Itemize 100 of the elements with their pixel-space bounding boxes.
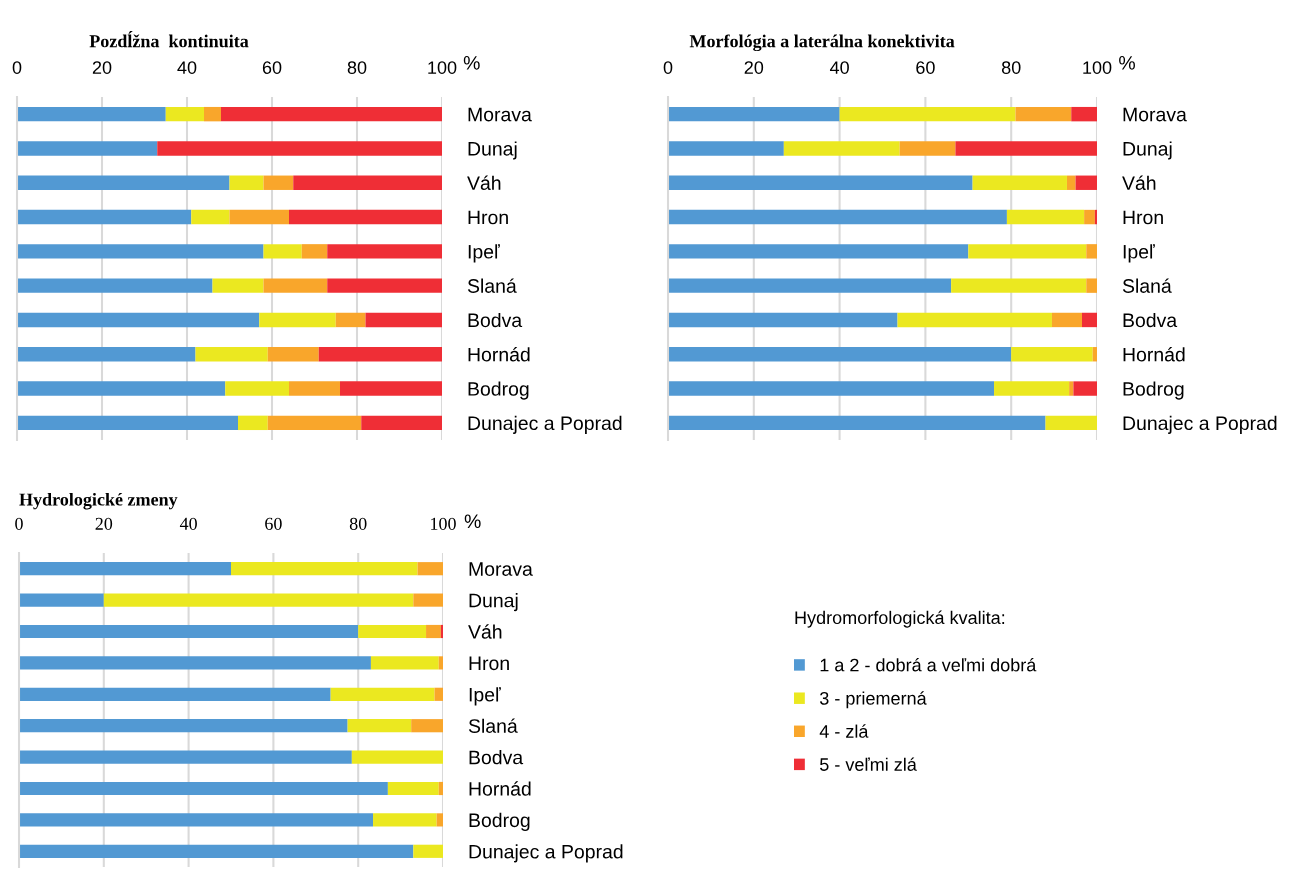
bar xyxy=(263,244,302,259)
bar xyxy=(365,312,442,328)
legend-label: 4 - zlá xyxy=(819,724,869,738)
y-tick-label: Dunajec a Poprad xyxy=(468,415,622,434)
bar xyxy=(165,106,204,122)
bar xyxy=(231,562,418,576)
chart-title: Pozdĺžna kontinuita xyxy=(89,30,249,48)
x-axis-title: % xyxy=(464,514,481,528)
bar xyxy=(1006,209,1085,225)
y-tick-label: Slaná xyxy=(467,278,517,293)
x-tick-label: 60 xyxy=(265,517,282,530)
bar xyxy=(340,381,442,396)
y-tick-label: Ipeľ xyxy=(468,244,500,263)
x-tick-label: 60 xyxy=(262,61,282,74)
bar xyxy=(157,141,442,156)
x-tick-label: 60 xyxy=(916,61,935,74)
y-tick-label: Bodrog xyxy=(468,381,529,400)
bar xyxy=(1011,347,1093,362)
bar xyxy=(1066,175,1076,190)
x-tick-label: 0 xyxy=(15,517,23,530)
bar xyxy=(438,781,443,796)
chart-title: Morfológia a laterálna konektivita xyxy=(689,34,955,52)
bar xyxy=(668,415,1046,431)
x-tick-label: 20 xyxy=(92,61,112,74)
bar xyxy=(897,312,1052,328)
bar xyxy=(438,656,443,670)
bar xyxy=(783,141,900,156)
bar xyxy=(668,175,973,190)
bar xyxy=(327,244,442,259)
bar xyxy=(19,624,359,639)
bar xyxy=(195,347,268,362)
y-tick-label: Hron xyxy=(1123,210,1163,225)
bar xyxy=(668,312,898,328)
y-tick-label: Slaná xyxy=(468,718,518,733)
x-tick-label: 80 xyxy=(349,517,367,530)
y-tick-label: Hron xyxy=(469,656,509,671)
bar xyxy=(19,750,352,764)
bar xyxy=(17,278,213,293)
y-tick-label: Hornád xyxy=(1123,346,1185,362)
y-tick-label: Dunajec a Poprad xyxy=(469,844,623,863)
y-tick-label: Hornád xyxy=(468,346,530,362)
bar xyxy=(267,415,362,431)
x-axis-title: % xyxy=(463,56,480,70)
bar xyxy=(263,175,294,190)
y-tick-label: Hron xyxy=(468,210,508,225)
y-tick-label: Morava xyxy=(1123,107,1187,122)
bar xyxy=(668,381,995,396)
x-tick-label: 80 xyxy=(1001,61,1021,74)
bar xyxy=(373,813,437,827)
bar xyxy=(289,381,340,396)
bar xyxy=(899,141,956,156)
bar xyxy=(19,781,388,796)
bar xyxy=(434,687,443,701)
bar xyxy=(426,624,441,639)
x-tick-label: 80 xyxy=(347,61,367,74)
x-tick-label: 40 xyxy=(829,61,849,74)
bar xyxy=(212,278,264,293)
bar xyxy=(1092,347,1097,362)
bar xyxy=(259,312,336,328)
bar xyxy=(19,656,371,670)
x-tick-label: 100 xyxy=(431,517,456,530)
legend-label: 5 - veľmi zlá xyxy=(820,757,917,771)
bar xyxy=(1073,381,1097,396)
y-tick-label: Bodva xyxy=(468,312,523,328)
bar xyxy=(17,106,166,122)
bar xyxy=(1086,244,1097,259)
y-tick-label: Ipeľ xyxy=(1123,244,1155,263)
y-tick-label: Dunaj xyxy=(468,141,517,160)
bar xyxy=(668,209,1007,225)
y-tick-label: Váh xyxy=(467,175,501,190)
bar xyxy=(191,209,230,225)
bar xyxy=(17,415,238,431)
y-tick-label: Bodrog xyxy=(1123,381,1184,400)
bar xyxy=(19,719,348,733)
bar xyxy=(225,381,289,396)
bar xyxy=(1051,312,1082,328)
bar xyxy=(238,415,268,431)
bar xyxy=(1069,381,1074,396)
bar xyxy=(1094,209,1097,225)
x-tick-label: 40 xyxy=(177,61,197,74)
bar xyxy=(668,278,952,293)
bar xyxy=(411,719,443,733)
bar xyxy=(267,347,319,362)
y-tick-label: Váh xyxy=(468,624,502,639)
bar xyxy=(1086,278,1097,293)
bar xyxy=(335,312,366,328)
bar xyxy=(330,687,435,701)
x-tick-label: 100 xyxy=(1083,61,1112,74)
bar xyxy=(1015,106,1072,122)
bar xyxy=(289,209,442,225)
bar xyxy=(293,175,442,190)
bar xyxy=(436,813,443,827)
bar xyxy=(417,562,443,576)
bar xyxy=(327,278,442,293)
bar xyxy=(413,844,443,858)
bar xyxy=(361,415,442,431)
x-tick-label: 20 xyxy=(744,61,764,74)
y-tick-label: Bodrog xyxy=(469,812,530,831)
bar xyxy=(17,244,264,259)
bar xyxy=(318,347,442,362)
